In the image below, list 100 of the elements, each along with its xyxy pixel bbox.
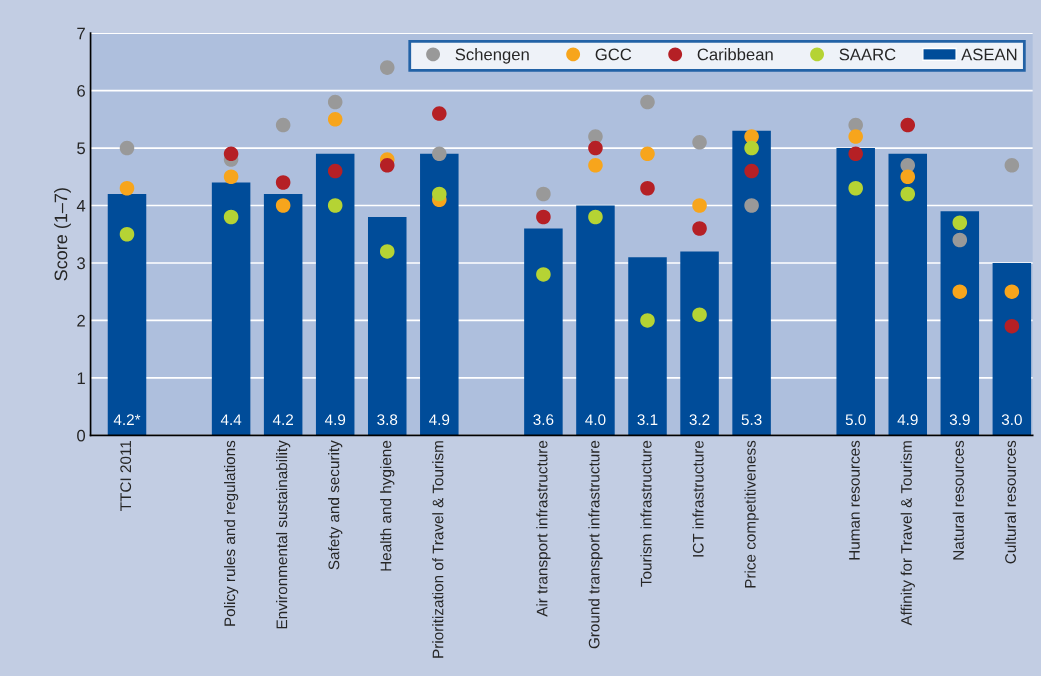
data-label: 3.9 (949, 414, 970, 426)
point (744, 140, 759, 156)
y-tick-label: 4 (76, 200, 86, 212)
bar (888, 153, 928, 436)
data-label: 4.9 (897, 414, 918, 426)
point (900, 186, 916, 202)
point (692, 198, 707, 213)
point (952, 284, 968, 299)
x-tick-label: Prioritization of Travel & Tourism (432, 441, 444, 658)
y-tick-label: 5 (77, 142, 86, 155)
point (588, 209, 603, 225)
point (327, 198, 343, 213)
bar (628, 257, 667, 436)
data-label: 3.0 (1001, 414, 1022, 426)
bar (576, 205, 615, 436)
point (848, 129, 863, 144)
x-tick-label: Natural resources (952, 440, 964, 560)
point (275, 117, 291, 133)
bar (211, 182, 251, 436)
y-tick-label: 6 (77, 84, 85, 97)
point (1004, 158, 1020, 173)
point (119, 140, 135, 156)
bar (107, 194, 147, 436)
x-tick-label: Environmental sustainability (276, 440, 291, 629)
point (379, 60, 395, 75)
point (692, 221, 707, 236)
bar (315, 153, 355, 436)
y-tick-label: 3 (77, 257, 85, 270)
x-tick-label: TTCI 2011 (120, 440, 132, 511)
point (432, 146, 447, 162)
y-tick-label: 0 (77, 429, 86, 442)
point (223, 146, 239, 162)
data-label: 5.0 (845, 414, 866, 426)
x-tick-label: Ground transport infrastructure (588, 440, 603, 649)
point (744, 198, 759, 213)
bar (263, 194, 303, 436)
point (588, 158, 603, 173)
point (900, 169, 916, 185)
point (640, 146, 655, 162)
point (536, 186, 551, 202)
point (536, 267, 551, 282)
point (327, 163, 343, 179)
data-label: 4.9 (324, 414, 346, 426)
legend-label: ASEAN (961, 48, 1017, 61)
data-label: 3.1 (637, 414, 658, 426)
point (432, 106, 447, 121)
bar (420, 153, 459, 436)
point (744, 163, 759, 179)
point (275, 175, 291, 190)
point (119, 180, 135, 196)
point (952, 215, 968, 231)
point (432, 186, 447, 202)
legend-label: GCC (595, 48, 632, 61)
bar (524, 228, 563, 436)
bar (940, 211, 980, 436)
point (640, 313, 655, 328)
data-label: 4.0 (585, 414, 606, 426)
x-tick-label: Price competitiveness (744, 440, 759, 588)
point (223, 169, 239, 185)
x-tick-label: Air transport infrastructure (536, 440, 551, 617)
point (327, 112, 343, 127)
x-tick-label: Policy rules and regulations (223, 440, 239, 626)
point (536, 209, 551, 225)
x-tick-label: Human resources (849, 440, 860, 560)
y-axis-title: Score (1–7) (54, 188, 71, 281)
data-label: 3.6 (533, 414, 554, 426)
data-label: 4.2 (272, 414, 293, 425)
point (952, 232, 968, 248)
point (640, 180, 655, 196)
x-tick-label: Health and hygiene (380, 440, 395, 571)
point (379, 158, 395, 173)
data-label: 4.2* (113, 414, 141, 425)
y-tick-label: 2 (77, 314, 85, 327)
x-tick-label: ICT infrastructure (692, 440, 704, 557)
data-label: 4.9 (429, 414, 450, 426)
point (119, 226, 135, 242)
point (223, 209, 239, 225)
legend-label: Caribbean (697, 48, 773, 61)
data-label: 5.3 (741, 414, 762, 426)
bar (367, 217, 407, 436)
point (588, 140, 603, 156)
point (327, 94, 343, 110)
bar (992, 262, 1032, 436)
data-label: 4.4 (220, 414, 242, 425)
point (848, 146, 863, 162)
data-label: 3.8 (377, 414, 398, 426)
x-tick-label: Affinity for Travel & Tourism (900, 441, 915, 626)
point (275, 198, 291, 213)
point (900, 117, 916, 133)
y-tick-label: 7 (77, 27, 85, 40)
y-tick-label: 1 (77, 372, 85, 384)
x-tick-label: Cultural resources (1004, 440, 1016, 564)
legend-label: Schengen (455, 48, 529, 64)
point (379, 244, 395, 259)
point (692, 135, 707, 150)
point (848, 180, 863, 196)
point (1004, 284, 1020, 299)
bar (732, 130, 771, 436)
legend-label: SAARC (839, 48, 896, 61)
x-tick-label: Tourism infrastructure (640, 440, 652, 587)
